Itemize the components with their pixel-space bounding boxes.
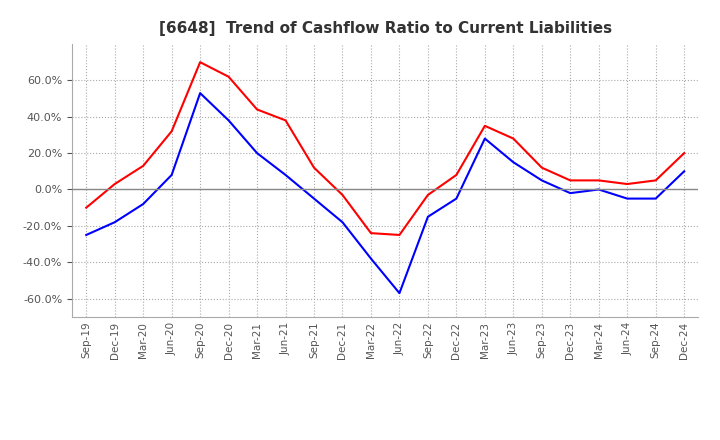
Free CF to Current Liabilities xyxy=(310,196,318,201)
Free CF to Current Liabilities xyxy=(196,91,204,96)
Operating CF to Current Liabilities xyxy=(310,165,318,170)
Free CF to Current Liabilities xyxy=(566,191,575,196)
Operating CF to Current Liabilities xyxy=(652,178,660,183)
Operating CF to Current Liabilities xyxy=(139,163,148,169)
Operating CF to Current Liabilities xyxy=(196,59,204,65)
Free CF to Current Liabilities xyxy=(652,196,660,201)
Free CF to Current Liabilities xyxy=(366,256,375,261)
Operating CF to Current Liabilities xyxy=(282,118,290,123)
Free CF to Current Liabilities xyxy=(537,178,546,183)
Free CF to Current Liabilities xyxy=(82,232,91,238)
Free CF to Current Liabilities xyxy=(423,214,432,220)
Operating CF to Current Liabilities xyxy=(537,165,546,170)
Free CF to Current Liabilities xyxy=(680,169,688,174)
Operating CF to Current Liabilities xyxy=(366,231,375,236)
Operating CF to Current Liabilities xyxy=(423,192,432,198)
Operating CF to Current Liabilities xyxy=(110,181,119,187)
Operating CF to Current Liabilities xyxy=(167,128,176,134)
Free CF to Current Liabilities xyxy=(595,187,603,192)
Operating CF to Current Liabilities xyxy=(509,136,518,141)
Title: [6648]  Trend of Cashflow Ratio to Current Liabilities: [6648] Trend of Cashflow Ratio to Curren… xyxy=(158,21,612,36)
Legend: Operating CF to Current Liabilities, Free CF to Current Liabilities: Operating CF to Current Liabilities, Fre… xyxy=(135,438,636,440)
Operating CF to Current Liabilities xyxy=(566,178,575,183)
Operating CF to Current Liabilities xyxy=(82,205,91,210)
Operating CF to Current Liabilities xyxy=(395,232,404,238)
Line: Free CF to Current Liabilities: Free CF to Current Liabilities xyxy=(86,93,684,293)
Free CF to Current Liabilities xyxy=(509,160,518,165)
Free CF to Current Liabilities xyxy=(452,196,461,201)
Operating CF to Current Liabilities xyxy=(623,181,631,187)
Operating CF to Current Liabilities xyxy=(225,74,233,79)
Operating CF to Current Liabilities xyxy=(595,178,603,183)
Line: Operating CF to Current Liabilities: Operating CF to Current Liabilities xyxy=(86,62,684,235)
Free CF to Current Liabilities xyxy=(225,118,233,123)
Operating CF to Current Liabilities xyxy=(253,107,261,112)
Operating CF to Current Liabilities xyxy=(452,172,461,178)
Operating CF to Current Liabilities xyxy=(480,123,489,128)
Free CF to Current Liabilities xyxy=(110,220,119,225)
Free CF to Current Liabilities xyxy=(480,136,489,141)
Free CF to Current Liabilities xyxy=(167,172,176,178)
Free CF to Current Liabilities xyxy=(139,202,148,207)
Free CF to Current Liabilities xyxy=(338,220,347,225)
Free CF to Current Liabilities xyxy=(395,290,404,296)
Free CF to Current Liabilities xyxy=(282,172,290,178)
Free CF to Current Liabilities xyxy=(623,196,631,201)
Operating CF to Current Liabilities xyxy=(680,150,688,156)
Operating CF to Current Liabilities xyxy=(338,192,347,198)
Free CF to Current Liabilities xyxy=(253,150,261,156)
